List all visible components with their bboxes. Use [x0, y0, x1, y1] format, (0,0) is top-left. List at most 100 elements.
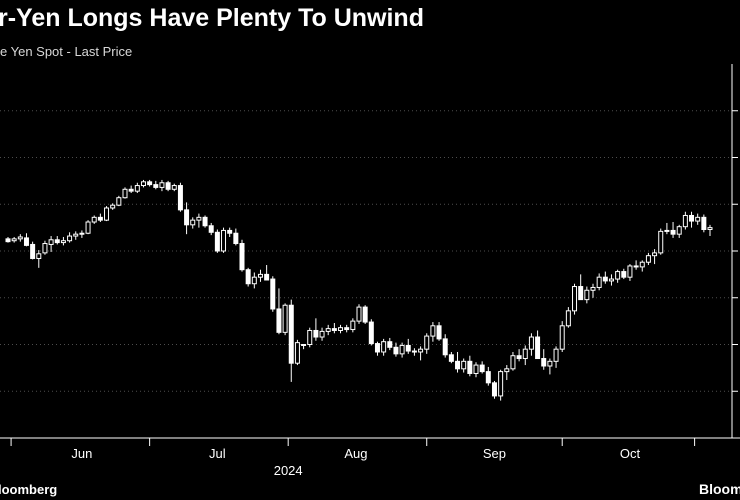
candle-body-up — [664, 229, 670, 232]
source-label: loomberg — [0, 482, 58, 497]
candle-body-up — [707, 227, 713, 230]
candle-body-down — [276, 308, 282, 333]
candle-body-up — [627, 265, 633, 278]
candle-body-down — [387, 341, 393, 348]
candle-body-down — [239, 243, 245, 271]
candle-body-down — [621, 271, 627, 278]
candle-body-down — [165, 182, 171, 190]
candle-body-up — [572, 286, 578, 312]
candle-body-down — [670, 229, 676, 235]
candle-body-up — [658, 230, 664, 254]
x-tick-label: Oct — [620, 446, 641, 461]
candle-body-up — [504, 368, 510, 373]
candle-body-up — [510, 355, 516, 370]
candle-body-up — [547, 360, 553, 367]
candle-body-up — [60, 240, 66, 244]
candle-body-up — [424, 335, 430, 350]
candle-body-down — [362, 306, 368, 323]
candle-body-up — [682, 214, 688, 228]
candle-body-up — [350, 320, 356, 331]
candle-body-up — [565, 310, 571, 327]
candle-body-down — [30, 243, 36, 259]
candle-body-down — [227, 229, 233, 234]
candle-body-up — [430, 325, 436, 337]
candle-body-down — [177, 185, 183, 211]
candle-body-up — [473, 364, 479, 374]
candle-body-down — [541, 358, 547, 367]
candle-body-up — [79, 232, 85, 235]
candle-body-down — [288, 304, 294, 364]
candle-body-up — [257, 273, 263, 278]
candle-body-down — [368, 321, 374, 345]
x-tick-label: Jul — [209, 446, 226, 461]
candle-body-down — [491, 382, 497, 397]
candle-body-up — [110, 204, 116, 209]
candle-body-up — [559, 325, 565, 350]
candle-body-up — [399, 344, 405, 355]
candle-body-down — [208, 225, 214, 233]
candle-body-up — [134, 185, 140, 192]
candle-body-up — [639, 261, 645, 268]
candle-body-down — [264, 273, 270, 281]
candle-body-up — [608, 278, 614, 282]
candle-body-up — [676, 226, 682, 235]
candle-body-down — [602, 276, 608, 282]
candle-body-down — [184, 209, 190, 226]
chart-title: r-Yen Longs Have Plenty To Unwind — [0, 4, 424, 32]
candle-body-down — [374, 343, 380, 353]
candle-body-up — [171, 185, 177, 190]
candle-body-down — [516, 355, 522, 360]
candle-body-down — [411, 350, 417, 353]
candle-body-up — [498, 371, 504, 397]
candle-body-down — [23, 237, 29, 246]
candle-body-up — [104, 207, 110, 221]
candle-body-up — [42, 243, 48, 254]
candle-body-up — [528, 336, 534, 350]
candle-body-down — [202, 216, 208, 227]
candle-body-down — [485, 371, 491, 384]
candle-body-down — [701, 216, 707, 230]
candle-body-up — [645, 255, 651, 263]
candle-body-down — [128, 188, 134, 192]
candle-body-down — [313, 329, 319, 338]
candle-body-down — [442, 338, 448, 356]
candle-body-up — [652, 252, 658, 257]
candle-body-up — [695, 216, 701, 222]
candle-body-up — [319, 330, 325, 338]
candle-body-up — [418, 348, 424, 353]
candle-body-down — [479, 364, 485, 373]
candle-body-up — [159, 182, 165, 188]
candle-body-down — [393, 346, 399, 355]
candle-body-up — [196, 216, 202, 221]
candle-body-down — [5, 238, 11, 243]
candle-body-up — [307, 329, 313, 346]
candle-body-up — [282, 304, 288, 333]
candle-body-up — [17, 236, 23, 240]
candle-body-up — [11, 238, 17, 242]
candle-body-down — [436, 325, 442, 340]
candle-body-up — [122, 188, 128, 199]
chart-subtitle: e Yen Spot - Last Price — [0, 44, 133, 59]
candle-body-up — [338, 327, 344, 331]
candle-body-up — [85, 221, 91, 234]
candle-body-up — [615, 271, 621, 280]
candle-body-down — [245, 269, 251, 285]
candle-body-up — [294, 342, 300, 364]
candle-body-down — [331, 328, 337, 331]
candle-body-down — [535, 336, 541, 360]
candle-body-up — [73, 233, 79, 237]
candle-body-down — [147, 181, 153, 186]
candle-body-up — [251, 276, 257, 285]
candle-body-up — [48, 239, 54, 245]
candle-body-down — [233, 232, 239, 245]
candle-body-up — [116, 197, 122, 206]
candle-body-up — [584, 289, 590, 301]
candle-body-up — [301, 344, 307, 346]
x-year-label: 2024 — [274, 463, 303, 478]
candle-body-up — [325, 328, 331, 332]
candle-body-up — [67, 235, 73, 242]
candle-body-down — [455, 360, 461, 370]
candle-body-up — [381, 341, 387, 353]
candle-body-up — [356, 306, 362, 322]
